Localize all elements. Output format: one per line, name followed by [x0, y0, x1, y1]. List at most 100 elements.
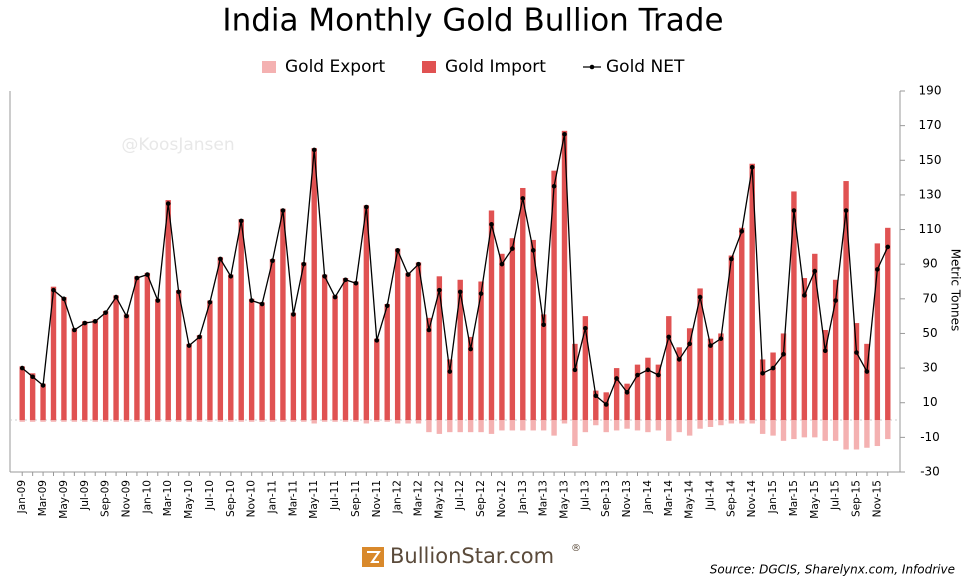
- bar: [874, 243, 881, 421]
- legend-swatch: [262, 61, 276, 73]
- bar: [853, 420, 860, 450]
- bar: [40, 383, 46, 421]
- bar: [655, 420, 662, 431]
- bar: [520, 420, 526, 431]
- point: [603, 402, 609, 407]
- bar: [269, 258, 276, 421]
- x-tick-label: Jan-12: [392, 480, 404, 514]
- bar: [123, 420, 130, 422]
- point: [384, 303, 390, 309]
- point: [583, 325, 588, 331]
- point: [364, 204, 369, 210]
- bar: [832, 420, 839, 441]
- bar: [19, 366, 25, 421]
- point: [624, 390, 630, 395]
- y-tick-label: 30: [922, 361, 937, 375]
- bar: [739, 227, 745, 421]
- bar: [301, 420, 307, 422]
- point: [437, 287, 442, 293]
- bar: [259, 420, 265, 422]
- bar: [50, 420, 57, 422]
- point: [176, 289, 181, 295]
- point: [259, 301, 265, 307]
- bar: [457, 279, 463, 421]
- bar: [613, 368, 620, 421]
- point: [301, 261, 307, 267]
- point: [687, 341, 692, 347]
- bar: [374, 338, 380, 421]
- bar: [447, 420, 453, 433]
- bar: [248, 298, 255, 421]
- bar: [707, 338, 714, 421]
- bar: [885, 227, 891, 421]
- point: [656, 372, 661, 378]
- bar: [207, 300, 213, 421]
- point: [124, 313, 129, 319]
- point: [207, 299, 213, 305]
- y-tick-label: 190: [919, 84, 942, 98]
- point: [186, 343, 192, 348]
- bar: [155, 420, 161, 422]
- bar: [405, 272, 411, 421]
- point: [311, 147, 317, 153]
- x-tick-label: Sep-10: [225, 480, 237, 517]
- bar: [791, 420, 797, 440]
- bar: [467, 420, 474, 433]
- bar: [759, 359, 766, 421]
- point: [416, 261, 421, 267]
- bar: [196, 420, 203, 422]
- point: [697, 294, 703, 300]
- bar: [217, 257, 224, 421]
- x-tick-label: Nov-11: [371, 480, 383, 517]
- point: [635, 372, 640, 378]
- x-tick-label: Jul-12: [454, 480, 466, 511]
- point: [551, 183, 557, 189]
- point: [541, 322, 546, 328]
- bar: [634, 420, 641, 431]
- point: [593, 393, 599, 399]
- x-tick-label: Mar-14: [663, 480, 675, 517]
- x-tick-label: Nov-12: [496, 480, 508, 517]
- bar: [645, 357, 651, 421]
- logo-mark: ®: [571, 543, 581, 554]
- bar: [384, 420, 390, 422]
- bar: [280, 208, 286, 421]
- point: [572, 367, 578, 373]
- x-tick-label: Jul-13: [579, 480, 591, 511]
- x-tick-label: Jan-14: [642, 480, 654, 515]
- bar: [301, 262, 307, 421]
- bar: [321, 274, 328, 421]
- y-tick-label: 70: [922, 291, 937, 305]
- bar: [686, 328, 693, 421]
- x-tick-label: Jan-11: [267, 480, 279, 514]
- bar: [561, 130, 568, 421]
- bar: [853, 323, 860, 421]
- bar: [697, 420, 703, 429]
- point: [249, 298, 254, 303]
- point: [864, 369, 870, 374]
- x-tick-label: Jul-09: [79, 480, 91, 511]
- bar: [238, 219, 244, 421]
- x-tick-label: Mar-09: [37, 480, 49, 516]
- bar: [780, 333, 787, 421]
- bar: [697, 288, 703, 421]
- bar: [175, 420, 182, 422]
- bar: [676, 420, 682, 433]
- line: [21, 134, 889, 406]
- point: [822, 348, 828, 354]
- x-tick-label: Sep-14: [725, 480, 737, 517]
- point: [145, 272, 150, 277]
- bar: [749, 420, 755, 424]
- point: [155, 298, 161, 303]
- point: [729, 256, 734, 262]
- bar: [593, 420, 599, 426]
- bar: [415, 420, 422, 424]
- bar: [739, 420, 745, 424]
- bar: [864, 420, 870, 448]
- point: [718, 336, 724, 341]
- bar: [530, 239, 536, 421]
- bar: [572, 420, 578, 447]
- x-tick-label: Sep-09: [100, 480, 112, 517]
- bar: [248, 420, 255, 422]
- bar: [207, 420, 213, 422]
